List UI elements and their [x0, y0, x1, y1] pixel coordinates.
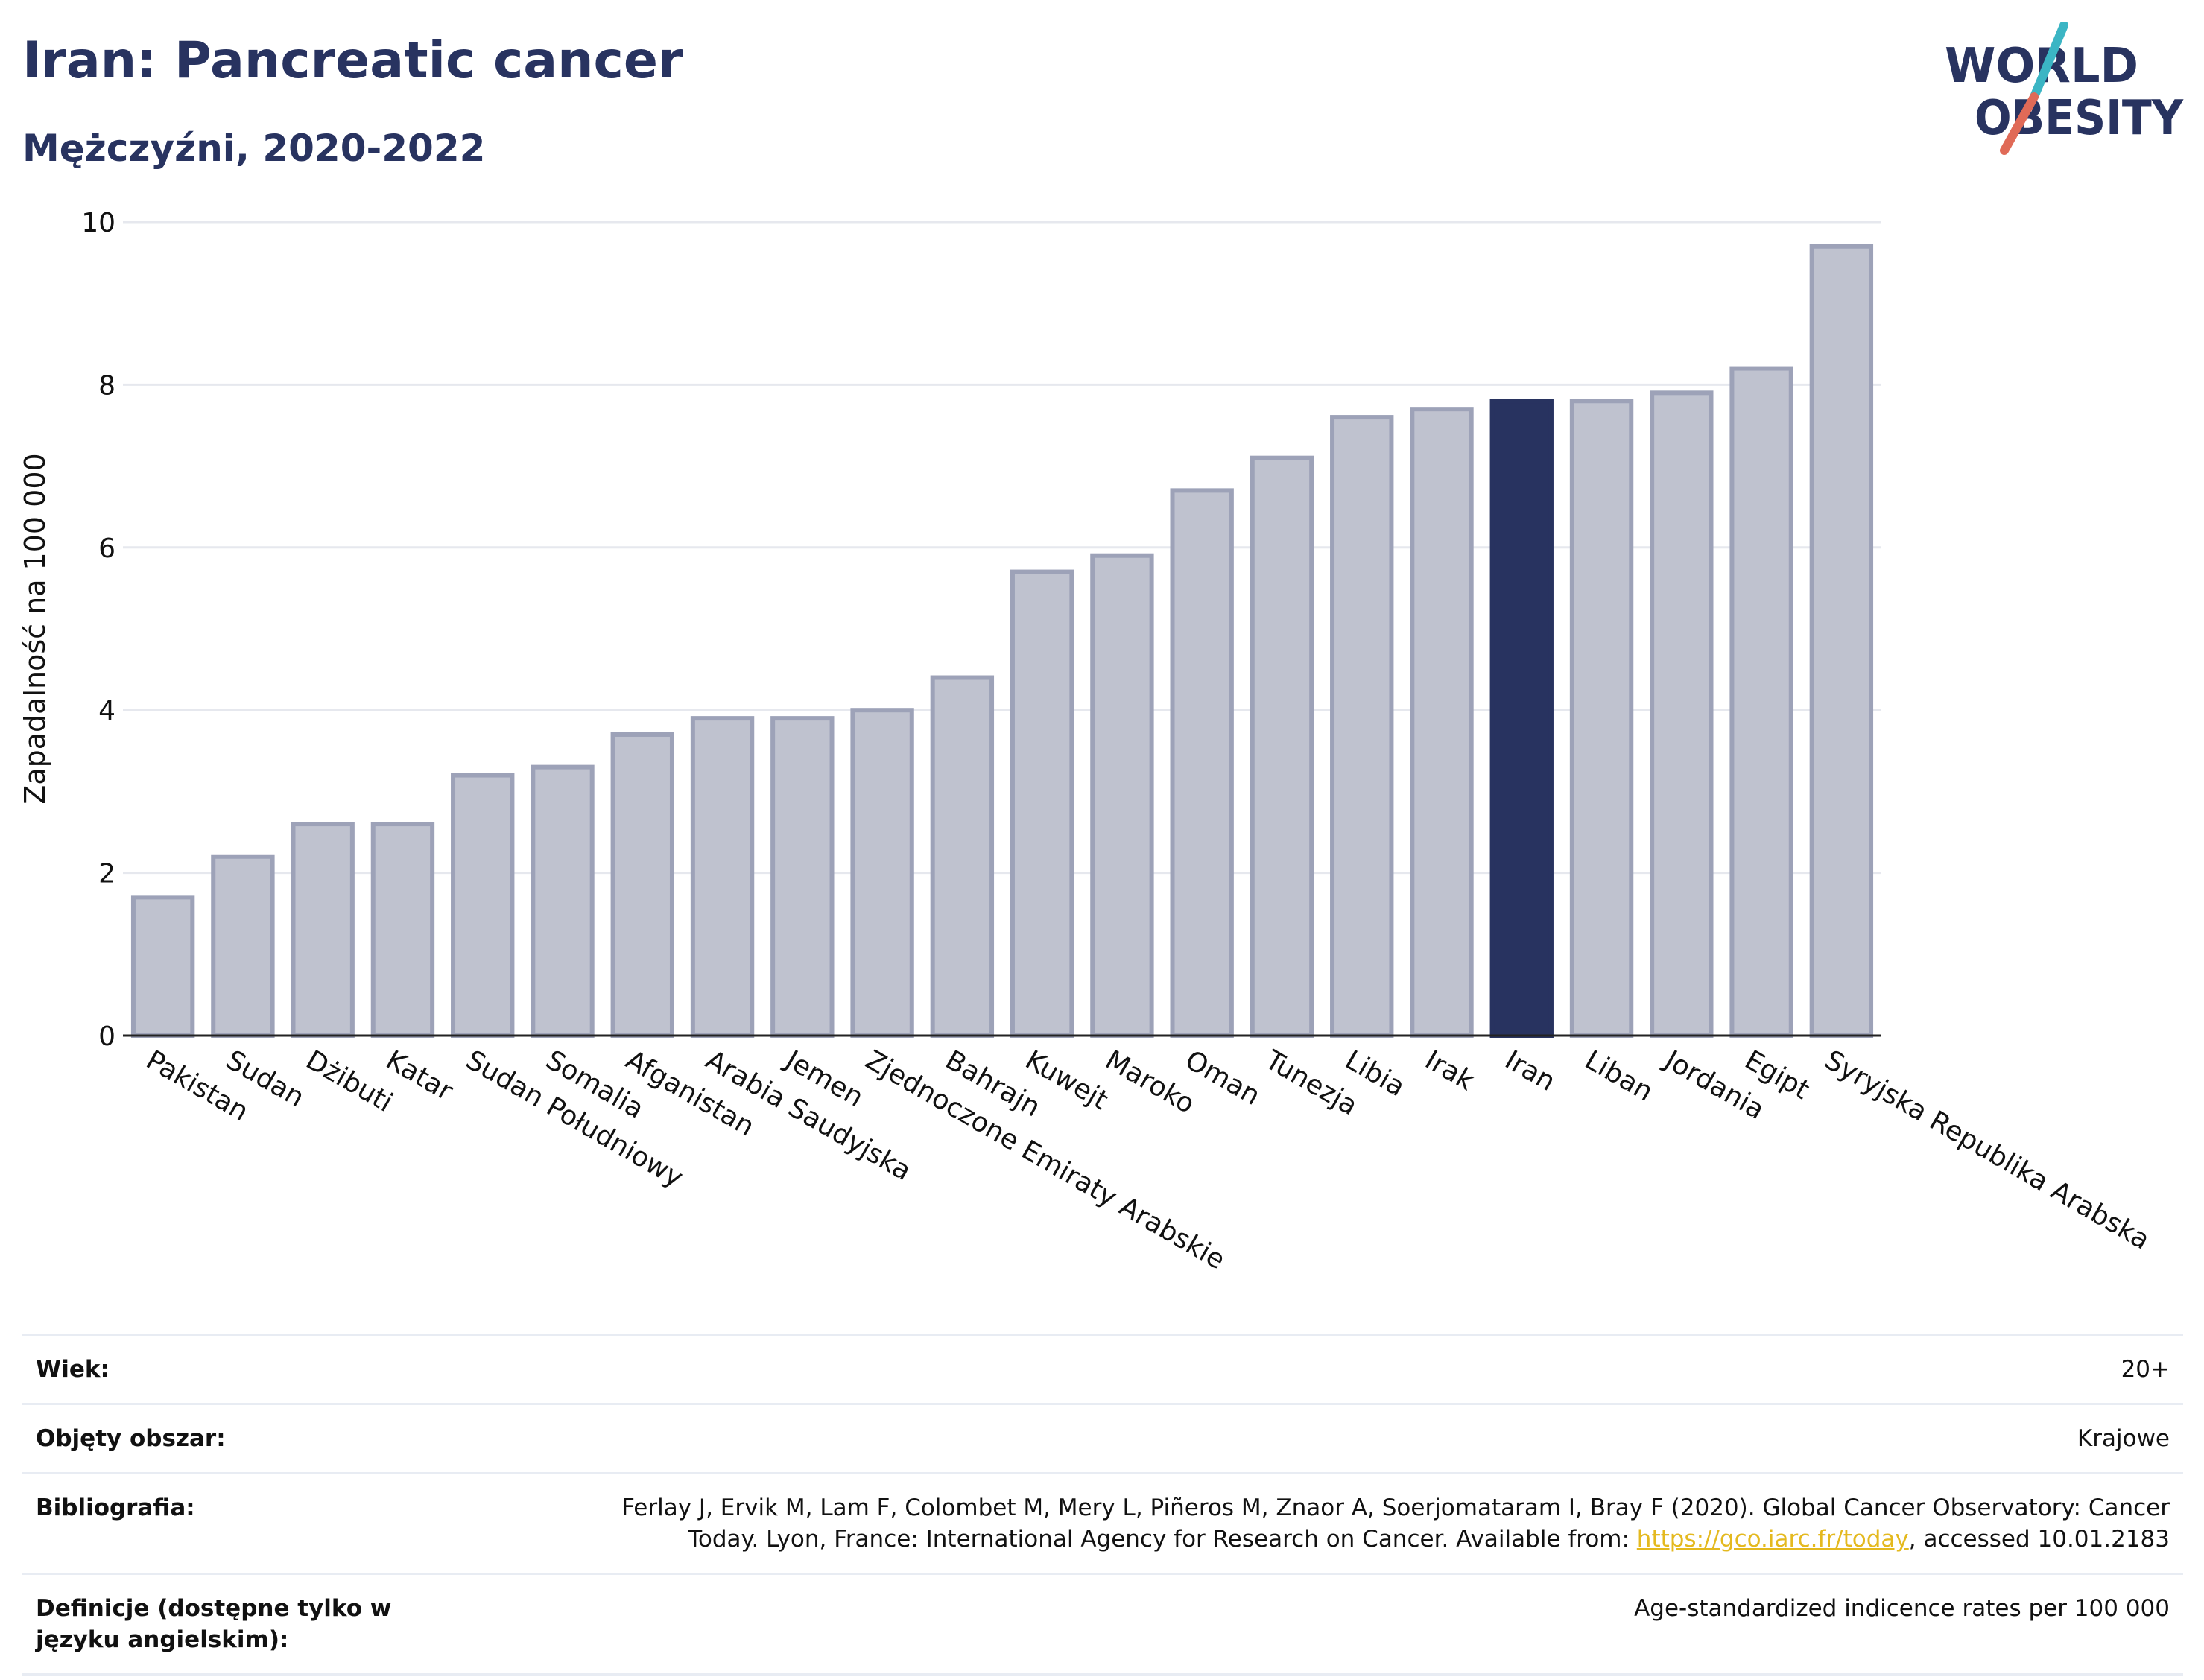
bar-2 [211, 854, 275, 1039]
bar-19 [1569, 399, 1634, 1038]
bar-5 [451, 773, 515, 1038]
x-tick-label: Irak [1420, 1045, 1480, 1097]
meta-label: Objęty obszar: [36, 1425, 226, 1452]
y-tick-label: 0 [98, 1021, 115, 1052]
bibliography-text: Ferlay J, Ervik M, Lam F, Colombet M, Me… [621, 1494, 2170, 1553]
world-obesity-logo: WORLD OBESITY [1945, 22, 2184, 155]
bar-20 [1650, 390, 1714, 1038]
bar-22 [1809, 244, 1874, 1038]
bar-1 [130, 895, 195, 1038]
meta-value: Krajowe [2077, 1425, 2170, 1452]
y-tick-label: 2 [98, 859, 115, 890]
meta-value: Age-standardized indicence rates per 100… [1634, 1595, 2170, 1622]
meta-row-age: Wiek: 20+ [22, 1334, 2183, 1403]
x-tick-label: Tunezja [1259, 1045, 1363, 1122]
bar-4 [370, 822, 435, 1039]
meta-label: Definicje (dostępne tylko w języku angie… [36, 1595, 392, 1653]
logo-slash-top [2030, 22, 2068, 101]
bar-12 [1010, 569, 1074, 1038]
y-axis-label: Zapadalność na 100 000 [19, 453, 51, 804]
meta-label: Bibliografia: [36, 1494, 195, 1521]
bar-8 [690, 716, 755, 1038]
meta-row-coverage: Objęty obszar: Krajowe [22, 1403, 2183, 1472]
source-link[interactable]: https://gco.iarc.fr/today [1636, 1526, 1909, 1553]
meta-label: Wiek: [36, 1356, 110, 1383]
bar-16 [1330, 415, 1394, 1038]
page-subtitle: Mężczyźni, 2020-2022 [22, 127, 486, 170]
meta-row-bibliography: Bibliografia: Ferlay J, Ervik M, Lam F, … [22, 1472, 2183, 1573]
meta-value: Ferlay J, Ervik M, Lam F, Colombet M, Me… [545, 1492, 2170, 1555]
y-tick-label: 6 [98, 533, 115, 564]
y-tick-label: 8 [98, 370, 115, 401]
bar-18 [1489, 399, 1554, 1038]
metadata-table: Wiek: 20+ Objęty obszar: Krajowe Bibliog… [22, 1334, 2183, 1676]
bar-3 [291, 822, 355, 1039]
logo-line-2: OBESITY [1975, 91, 2184, 146]
x-tick-label: Maroko [1100, 1045, 1200, 1120]
y-tick-label: 4 [98, 696, 115, 726]
y-tick-label: 10 [81, 208, 115, 238]
bar-17 [1410, 407, 1474, 1039]
bar-11 [930, 675, 995, 1039]
bar-7 [610, 732, 674, 1039]
page-title: Iran: Pancreatic cancer [22, 31, 683, 90]
bar-15 [1250, 455, 1314, 1038]
x-tick-label: Syryjska Republika Arabska [1820, 1045, 2155, 1255]
logo-slash-bottom [2000, 92, 2039, 155]
bibliography-accessed: , accessed 10.01.2183 [1908, 1526, 2170, 1553]
meta-value: 20+ [2121, 1356, 2170, 1383]
x-tick-label: Liban [1580, 1045, 1658, 1107]
bars [130, 244, 1874, 1039]
bar-14 [1170, 488, 1234, 1038]
x-tick-label: Dżibuti [301, 1045, 398, 1118]
bar-21 [1729, 366, 1793, 1038]
bar-9 [770, 716, 835, 1038]
bar-6 [531, 764, 595, 1038]
meta-row-definitions: Definicje (dostępne tylko w języku angie… [22, 1573, 2183, 1676]
bar-13 [1090, 553, 1154, 1039]
bar-10 [850, 708, 914, 1038]
x-tick-label: Iran [1500, 1045, 1560, 1097]
